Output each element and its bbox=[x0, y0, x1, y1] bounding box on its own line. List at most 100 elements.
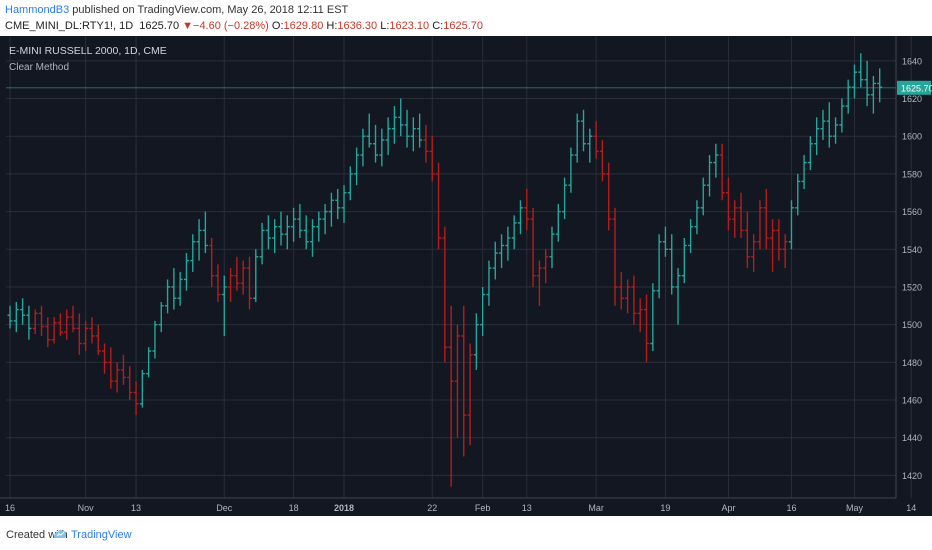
ohlc-bar bbox=[39, 305, 45, 336]
ohlc-bar bbox=[278, 211, 284, 246]
ohlc-bar bbox=[152, 320, 158, 359]
ohlc-bar bbox=[57, 313, 63, 336]
ohlc-bar bbox=[64, 309, 70, 340]
ohlc-bar bbox=[833, 117, 839, 144]
price-tick-label: 1500 bbox=[902, 320, 922, 330]
time-tick-label: Feb bbox=[475, 503, 491, 513]
ohlc-bar bbox=[499, 234, 505, 269]
price-tick-label: 1460 bbox=[902, 396, 922, 406]
ohlc-bar bbox=[13, 302, 19, 333]
ohlc-bar bbox=[543, 249, 549, 284]
ohlc-bar bbox=[246, 256, 252, 310]
ohlc-bar bbox=[593, 121, 599, 159]
ohlc-bar bbox=[669, 234, 675, 295]
high-label: H: bbox=[326, 20, 338, 32]
ohlc-bar bbox=[562, 177, 568, 220]
time-axis: 16 Nov 13 Dec 18 2018 22 Feb 13 Mar 19 Apr 16 May 14 bbox=[0, 497, 916, 513]
ohlc-bar bbox=[473, 313, 479, 370]
ohlc-bar bbox=[183, 253, 189, 291]
ohlc-bar bbox=[864, 60, 870, 107]
symbol-label: CME_MINI_DL:RTY1!, 1D bbox=[5, 20, 134, 32]
ohlc-bar bbox=[26, 305, 32, 340]
ohlc-bar bbox=[574, 113, 580, 163]
ohlc-bar bbox=[870, 75, 876, 114]
ohlc-bar bbox=[631, 275, 637, 325]
ohlc-bar bbox=[95, 324, 101, 355]
ohlc-bar bbox=[839, 98, 845, 133]
ohlc-bar bbox=[20, 298, 26, 325]
ohlc-bar bbox=[536, 260, 542, 306]
time-tick-label: 14 bbox=[906, 503, 916, 513]
footer: Created with TradingView bbox=[0, 522, 932, 550]
ohlc-bar bbox=[234, 256, 240, 291]
ohlc-bar bbox=[776, 219, 782, 261]
ohlc-bar bbox=[284, 215, 290, 250]
ohlc-bar bbox=[209, 237, 215, 287]
price-tick-label: 1420 bbox=[902, 471, 922, 481]
last-price-tag bbox=[897, 80, 931, 95]
time-tick-label: Mar bbox=[588, 503, 604, 513]
ohlc-bar bbox=[108, 347, 114, 389]
ohlc-bar bbox=[253, 249, 259, 303]
ohlc-bar bbox=[662, 226, 668, 257]
ohlc-bar bbox=[45, 317, 51, 348]
ohlc-bar bbox=[530, 207, 536, 287]
published-text: published on TradingView.com, May 26, 20… bbox=[72, 4, 349, 16]
ohlc-bar bbox=[133, 381, 139, 416]
tradingview-brand[interactable]: TradingView bbox=[71, 529, 132, 541]
ohlc-bar bbox=[354, 147, 360, 186]
ohlc-bar bbox=[102, 343, 108, 374]
ohlc-bar bbox=[606, 162, 612, 231]
ohlc-bar bbox=[725, 177, 731, 231]
ohlc-bar bbox=[681, 237, 687, 284]
ohlc-bar bbox=[177, 271, 183, 306]
time-tick-label: May bbox=[846, 503, 864, 513]
high-value: 1636.30 bbox=[337, 20, 378, 32]
ohlc-bar bbox=[814, 117, 820, 156]
ohlc-bar bbox=[732, 200, 738, 238]
ohlc-bar bbox=[675, 268, 681, 325]
time-tick-label: 2018 bbox=[334, 503, 354, 513]
time-tick-label: 13 bbox=[131, 503, 141, 513]
ohlc-bar bbox=[341, 185, 347, 223]
ohlc-bar bbox=[618, 271, 624, 310]
down-arrow-icon: ▼ bbox=[182, 20, 194, 32]
ohlc-bar bbox=[656, 234, 662, 299]
ohlc-bar bbox=[700, 177, 706, 216]
ohlc-bar bbox=[650, 283, 656, 352]
ohlc-bar bbox=[316, 211, 322, 242]
ohlc-bar bbox=[436, 162, 442, 250]
ohlc-bar bbox=[568, 147, 574, 193]
ohlc-bar bbox=[114, 362, 120, 393]
indicator-name: Clear Method bbox=[9, 62, 69, 73]
close-value: 1625.70 bbox=[443, 20, 483, 32]
author-link[interactable]: HammondB3 bbox=[5, 4, 70, 16]
ohlc-bar bbox=[373, 124, 379, 163]
ohlc-bar bbox=[379, 128, 385, 167]
ohlc-bar bbox=[763, 188, 769, 250]
ohlc-bar bbox=[625, 279, 631, 314]
ohlc-bar bbox=[448, 305, 454, 487]
time-tick-label: 16 bbox=[786, 503, 796, 513]
created-with-text: Created with bbox=[6, 529, 68, 541]
ohlc-bar bbox=[770, 219, 776, 272]
ohlc-bar bbox=[89, 317, 95, 344]
close-label: C: bbox=[432, 20, 444, 32]
ohlc-bar bbox=[265, 215, 271, 250]
price-tick-label: 1640 bbox=[902, 56, 922, 66]
time-tick-label: 13 bbox=[522, 503, 532, 513]
ohlc-bar bbox=[612, 207, 618, 306]
ohlc-bar bbox=[795, 173, 801, 216]
ohlc-bar bbox=[297, 204, 303, 238]
price-chart[interactable]: 1420 1440 1460 1480 1500 1520 1540 1560 1580 1600… bbox=[0, 36, 932, 516]
ohlc-bar bbox=[165, 279, 171, 314]
price-tick-label: 1560 bbox=[902, 207, 922, 217]
ohlc-bar bbox=[240, 260, 246, 295]
ohlc-bar bbox=[272, 219, 278, 254]
ohlc-bars bbox=[6, 53, 896, 487]
ohlc-bar bbox=[851, 64, 857, 99]
ohlc-bar bbox=[158, 302, 164, 333]
chart-area[interactable]: 1420 1440 1460 1480 1500 1520 1540 1560 1580 1600… bbox=[0, 36, 932, 516]
tradingview-logo-icon bbox=[54, 529, 67, 538]
ohlc-bar bbox=[492, 241, 498, 280]
